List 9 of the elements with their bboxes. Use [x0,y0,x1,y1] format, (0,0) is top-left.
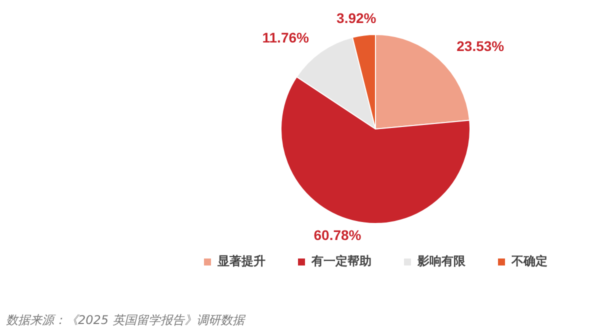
legend-label: 有一定帮助 [310,254,372,268]
data-label: 60.78% [314,227,362,244]
data-label: 11.76% [262,30,310,46]
legend-label: 不确定 [510,254,548,268]
legend-label: 显著提升 [216,254,266,268]
source-note: 数据来源：《2025 英国留学报告》调研数据 [6,312,244,329]
legend-label: 影响有限 [416,254,466,268]
data-label: 23.53% [456,38,505,54]
data-label: 3.92% [336,10,377,26]
